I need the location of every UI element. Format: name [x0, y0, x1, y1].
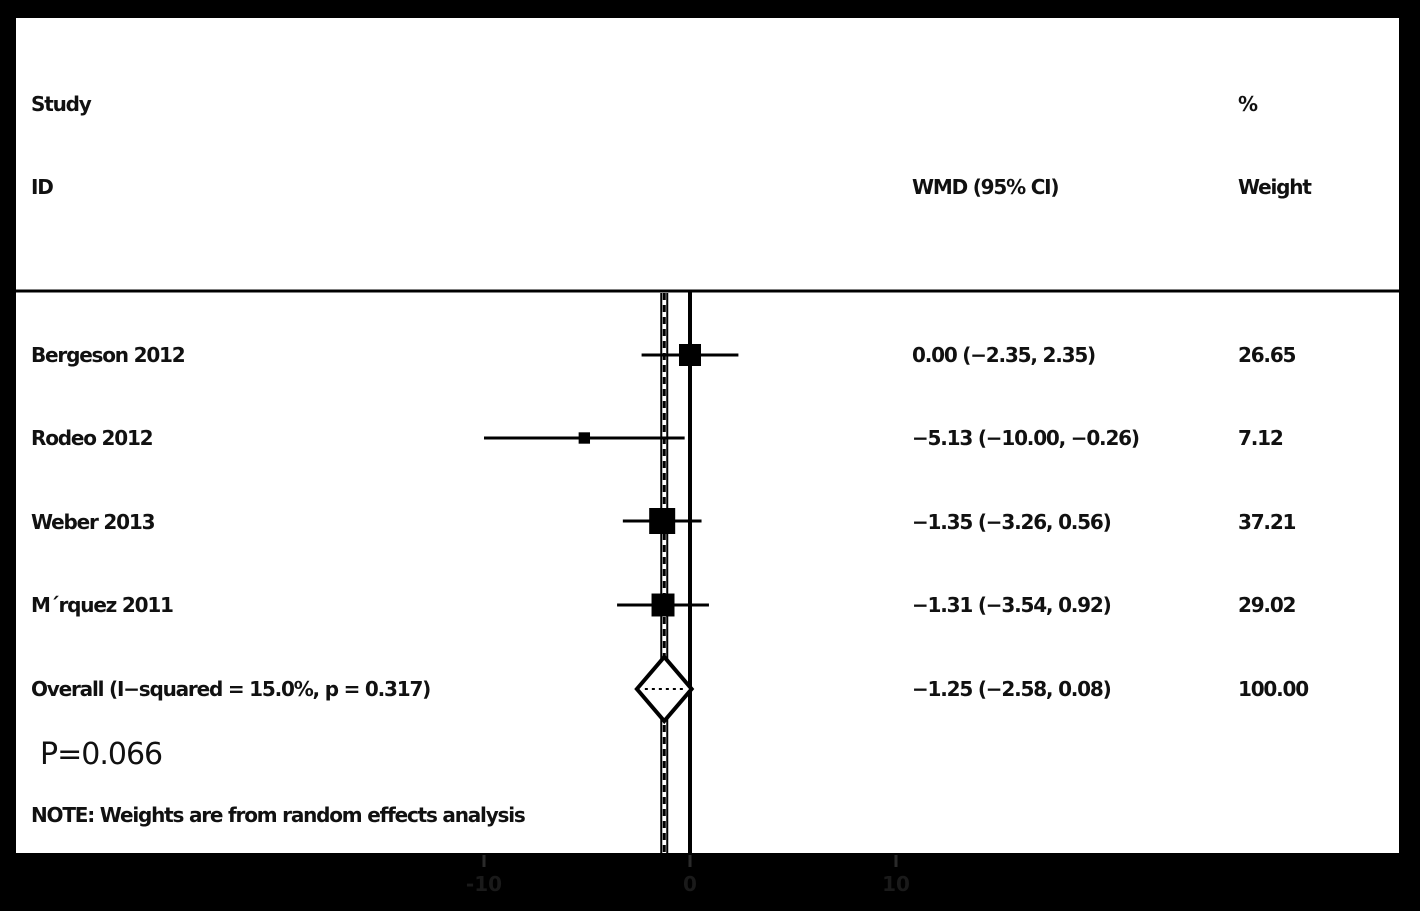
- header-percent: %: [1238, 92, 1258, 116]
- p-value-annotation: P=0.066: [40, 737, 163, 772]
- overall-weight: 100.00: [1238, 677, 1309, 701]
- point-estimate-3: [649, 508, 676, 534]
- study-ci-2: −5.13 (−10.00, −0.26): [912, 426, 1140, 450]
- overall-ci: −1.25 (−2.58, 0.08): [912, 677, 1112, 701]
- point-estimate-1: [678, 343, 702, 367]
- study-weight-2: 7.12: [1238, 426, 1284, 450]
- study-ci-4: −1.31 (−3.54, 0.92): [912, 593, 1112, 617]
- study-ci-1: 0.00 (−2.35, 2.35): [912, 343, 1096, 367]
- point-estimate-4: [651, 593, 675, 617]
- x-tick-label-1: -10: [466, 872, 502, 896]
- study-label-3: Weber 2013: [31, 510, 155, 534]
- overall-diamond: [634, 653, 695, 725]
- forest-plot-panel: [16, 18, 1399, 853]
- study-weight-4: 29.02: [1238, 593, 1296, 617]
- header-id: ID: [31, 175, 54, 199]
- study-weight-3: 37.21: [1238, 510, 1296, 534]
- study-ci-3: −1.35 (−3.26, 0.56): [912, 510, 1112, 534]
- study-label-2: Rodeo 2012: [31, 426, 154, 450]
- header-effect-size: WMD (95% CI): [912, 175, 1060, 199]
- overall-label: Overall (I−squared = 15.0%, p = 0.317): [31, 677, 431, 701]
- study-label-1: Bergeson 2012: [31, 343, 186, 367]
- x-tick-label-2: 0: [683, 872, 697, 896]
- study-label-4: M´rquez 2011: [31, 593, 174, 617]
- header-weight: Weight: [1238, 175, 1312, 199]
- x-tick-label-3: 10: [882, 872, 910, 896]
- study-weight-1: 26.65: [1238, 343, 1296, 367]
- header-study: Study: [31, 92, 92, 116]
- footnote: NOTE: Weights are from random effects an…: [31, 803, 526, 827]
- point-estimate-2: [578, 432, 591, 444]
